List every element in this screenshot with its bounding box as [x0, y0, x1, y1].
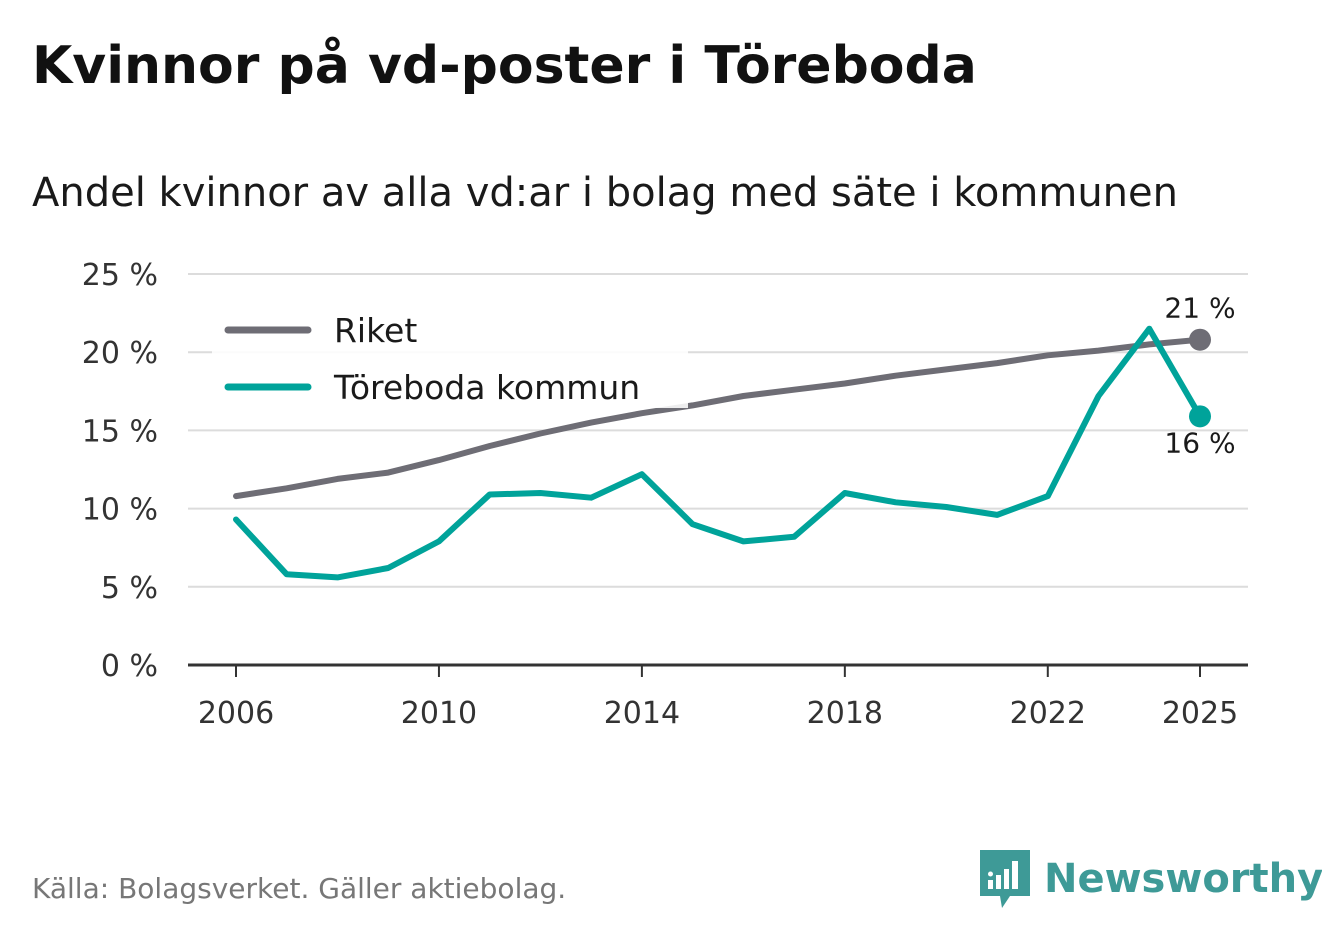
source-note: Källa: Bolagsverket. Gäller aktiebolag.: [32, 872, 567, 905]
y-tick-label: 0 %: [101, 649, 158, 684]
chart-subtitle: Andel kvinnor av alla vd:ar i bolag med …: [32, 170, 1178, 216]
end-value-label: 16 %: [1164, 426, 1235, 459]
chart-title: Kvinnor på vd-poster i Töreboda: [32, 36, 977, 96]
legend: Riket Töreboda kommun: [212, 300, 688, 408]
x-tick-label: 2018: [807, 696, 883, 731]
x-tick-label: 2014: [604, 696, 680, 731]
x-tick-label: 2025: [1162, 696, 1238, 731]
y-tick-label: 15 %: [82, 414, 158, 449]
end-markers: 21 % 16 %: [1164, 292, 1235, 460]
brand-logo: Newsworthy: [980, 850, 1322, 908]
x-tick-label: 2010: [401, 696, 477, 731]
end-value-label: 21 %: [1164, 292, 1235, 325]
y-tick-label: 10 %: [82, 493, 158, 528]
x-axis-ticks: 2006 2010 2014 2018 2022 2025: [198, 665, 1238, 731]
series-lines: [233, 325, 1203, 581]
y-tick-label: 25 %: [82, 258, 158, 293]
legend-label-riket: Riket: [334, 311, 417, 350]
brand-name: Newsworthy: [1044, 856, 1322, 902]
legend-label-toreboda: Töreboda kommun: [333, 368, 640, 407]
y-tick-label: 20 %: [82, 336, 158, 371]
newsworthy-logo-icon: [980, 850, 1030, 908]
series-line-riket: [233, 336, 1203, 500]
x-tick-label: 2006: [198, 696, 274, 731]
end-marker: [1189, 405, 1211, 428]
y-axis-ticks: 0 % 5 % 10 % 15 % 20 % 25 %: [82, 258, 158, 684]
end-marker: [1189, 328, 1211, 351]
series-line-toreboda: [233, 325, 1203, 581]
x-tick-label: 2022: [1010, 696, 1086, 731]
y-tick-label: 5 %: [101, 571, 158, 606]
